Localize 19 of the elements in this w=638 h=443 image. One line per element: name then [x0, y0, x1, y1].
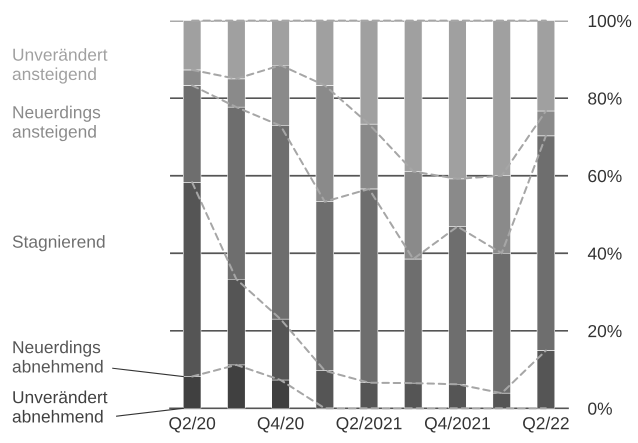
text: Stagnierend: [12, 235, 105, 252]
legend-label: Unverändert abnehmend: [12, 390, 108, 423]
line-series: [191, 364, 547, 410]
text: Neuerdings ansteigend: [12, 106, 100, 142]
y-tick-label: 20%: [588, 324, 622, 338]
x-tick-label: Q2/20: [169, 416, 216, 433]
text: Unverändert ansteigend: [12, 48, 108, 84]
text: Neuerdings abnehmend: [12, 340, 103, 373]
y-tick-label: 100%: [588, 14, 632, 28]
y-tick-label: 40%: [588, 247, 622, 260]
x-tick-label: Q2/22: [523, 416, 569, 433]
y-tick-label: 60%: [588, 170, 622, 182]
line-series: [191, 181, 547, 394]
y-tick-label: 0%: [588, 402, 612, 415]
x-tick-label: Q2/2021: [336, 416, 402, 433]
y-tick-label: 80%: [588, 92, 622, 105]
x-tick-label: Q4/20: [258, 416, 304, 433]
line-series: [191, 84, 547, 260]
x-tick-label: Q4/2021: [424, 416, 490, 433]
